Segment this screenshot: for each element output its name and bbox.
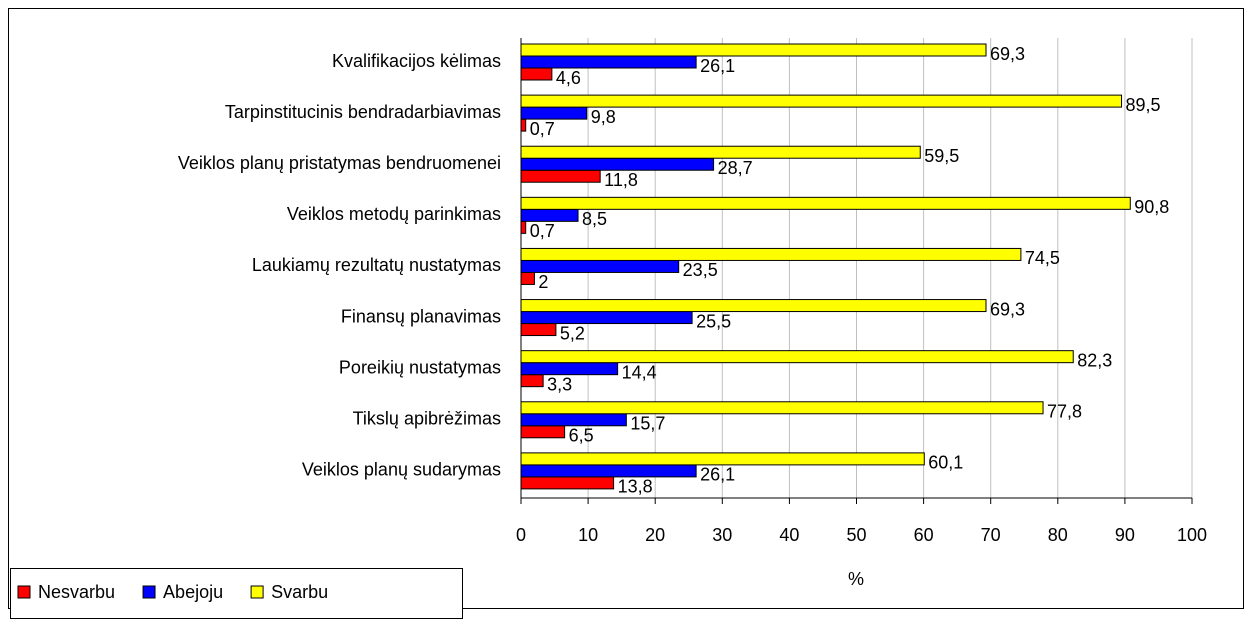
data-label: 6,5: [569, 426, 594, 446]
legend-swatch: [17, 585, 31, 599]
bar: [520, 94, 1123, 108]
data-label: 74,5: [1025, 248, 1060, 268]
legend-label: Abejoju: [163, 582, 223, 602]
data-label: 9,8: [591, 107, 616, 127]
bar: [520, 169, 601, 183]
x-tick-label: 60: [914, 525, 934, 545]
data-label: 5,2: [560, 323, 585, 343]
bar: [520, 247, 1022, 261]
y-tick-label: Kvalifikacijos kėlimas: [332, 51, 501, 71]
bar: [520, 323, 557, 337]
data-label: 2: [538, 272, 548, 292]
data-label: 4,6: [556, 68, 581, 88]
data-label: 0,7: [530, 119, 555, 139]
x-tick-label: 20: [645, 525, 665, 545]
y-tick-label: Tikslų apibrėžimas: [353, 409, 501, 429]
x-tick-label: 100: [1177, 525, 1207, 545]
data-label: 25,5: [696, 311, 731, 331]
data-label: 26,1: [700, 465, 735, 485]
y-tick-label: Poreikių nustatymas: [339, 357, 501, 377]
bar: [520, 425, 566, 439]
data-label: 15,7: [630, 414, 665, 434]
y-tick-label: Laukiamų rezultatų nustatymas: [252, 255, 501, 275]
data-label: 89,5: [1126, 95, 1161, 115]
data-label: 69,3: [990, 299, 1025, 319]
data-label: 26,1: [700, 56, 735, 76]
data-label: 82,3: [1077, 350, 1112, 370]
x-tick-label: 70: [981, 525, 1001, 545]
x-tick-label: 80: [1048, 525, 1068, 545]
x-tick-label: 90: [1115, 525, 1135, 545]
data-label: 14,4: [622, 362, 657, 382]
x-tick-label: 50: [846, 525, 866, 545]
x-tick-label: 10: [578, 525, 598, 545]
bar: [520, 67, 553, 81]
bar: [520, 55, 697, 69]
data-label: 60,1: [928, 453, 963, 473]
legend-label: Nesvarbu: [38, 582, 115, 602]
data-label: 11,8: [604, 170, 638, 190]
data-label: 77,8: [1047, 402, 1082, 422]
bar: [520, 271, 535, 285]
data-label: 13,8: [618, 477, 653, 497]
bar: [520, 196, 1131, 210]
x-axis-label: %: [848, 569, 864, 589]
bar: [520, 259, 680, 273]
bar: [520, 43, 987, 57]
data-label: 90,8: [1134, 197, 1169, 217]
legend-box: [10, 568, 463, 619]
data-label: 28,7: [718, 158, 753, 178]
bar: [520, 118, 527, 132]
bar: [520, 452, 925, 466]
bar: [520, 311, 693, 325]
bar: [520, 145, 921, 159]
data-label: 59,5: [924, 146, 959, 166]
y-tick-label: Finansų planavimas: [341, 306, 501, 326]
data-label: 23,5: [683, 260, 718, 280]
bar: [520, 299, 987, 313]
legend-label: Svarbu: [271, 582, 328, 602]
x-tick-label: 40: [779, 525, 799, 545]
y-tick-label: Veiklos planų sudarymas: [302, 460, 501, 480]
bar: [520, 464, 697, 478]
legend-swatch: [142, 585, 156, 599]
y-tick-label: Veiklos metodų parinkimas: [287, 204, 501, 224]
bar: [520, 374, 544, 388]
y-tick-label: Veiklos planų pristatymas bendruomenei: [178, 153, 501, 173]
bar: [520, 362, 619, 376]
bar: [520, 220, 527, 234]
x-tick-label: 30: [712, 525, 732, 545]
data-label: 0,7: [530, 221, 555, 241]
bar: [520, 413, 627, 427]
data-label: 3,3: [547, 374, 572, 394]
bar: [520, 476, 615, 490]
bar: [520, 106, 588, 120]
data-label: 8,5: [582, 209, 607, 229]
data-label: 69,3: [990, 44, 1025, 64]
legend-swatch: [250, 585, 264, 599]
y-tick-label: Tarpinstitucinis bendradarbiavimas: [225, 102, 501, 122]
bar: [520, 401, 1044, 415]
bar: [520, 157, 715, 171]
bar: [520, 350, 1074, 364]
x-tick-label: 0: [516, 525, 526, 545]
bar: [520, 208, 579, 222]
